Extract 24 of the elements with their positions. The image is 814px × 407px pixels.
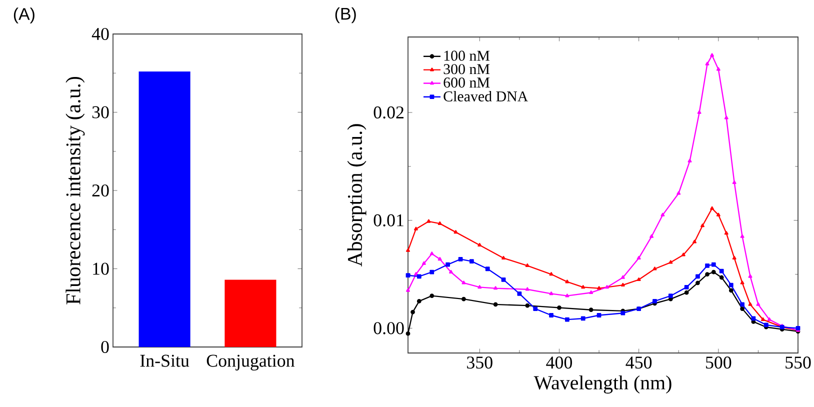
chart-title: (B): [335, 7, 356, 24]
legend-label: 300 nM: [444, 64, 490, 74]
x-tick-label: Conjugation: [206, 354, 295, 371]
x-tick-label: In-Situ: [140, 354, 190, 367]
y-tick-label: 0.02: [374, 106, 404, 119]
chart-title: (A): [14, 8, 34, 24]
y-tick-label: 0: [101, 340, 109, 354]
y-tick-label: 0.00: [374, 322, 404, 334]
x-tick-label: 450: [626, 356, 652, 369]
legend-label: 100 nM: [444, 50, 490, 61]
x-tick-label: 500: [706, 356, 732, 369]
y-axis-title: Absorption (a.u.): [347, 124, 366, 267]
y-axis-title: Fluorecence intensity (a.u.): [66, 76, 85, 304]
x-tick-label: 350: [467, 356, 492, 369]
x-tick-label: 550: [786, 356, 811, 369]
x-tick-label: 400: [546, 356, 572, 369]
y-tick-label: 0.01: [374, 214, 404, 226]
y-tick-label: 30: [92, 106, 109, 118]
y-tick-label: 20: [92, 184, 109, 197]
x-axis-title: Wavelength (nm): [534, 375, 672, 394]
y-tick-label: 10: [93, 262, 109, 275]
legend-label: 600 nM: [444, 78, 490, 88]
legend-label: Cleaved DNA: [444, 90, 528, 102]
y-tick-label: 40: [92, 28, 109, 40]
